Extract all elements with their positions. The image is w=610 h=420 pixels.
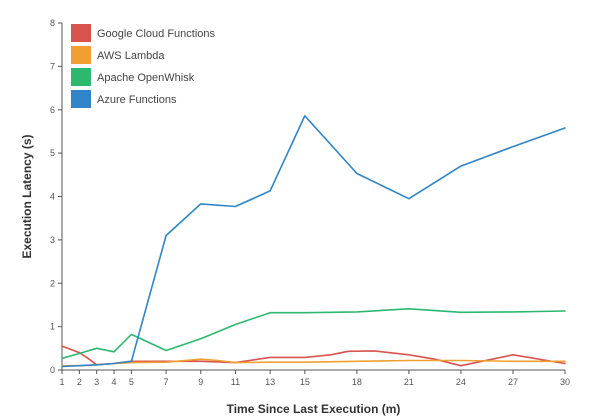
x-tick-label: 27 xyxy=(508,377,518,387)
series-line-2 xyxy=(61,308,566,360)
y-tick-label: 1 xyxy=(50,322,55,332)
y-tick-label: 6 xyxy=(50,105,55,115)
x-tick-label: 13 xyxy=(265,377,275,387)
y-tick-label: 8 xyxy=(50,18,55,28)
x-tick-label: 11 xyxy=(231,377,240,387)
y-tick-label: 3 xyxy=(50,235,55,245)
series-line-3 xyxy=(61,115,566,368)
legend-swatch xyxy=(71,24,91,42)
x-axis-ticks: 1 2 3 4 5 7 9 11 13 15 18 21 24 27 30 xyxy=(59,370,570,387)
y-tick-label: 7 xyxy=(50,61,55,71)
y-tick-label: 2 xyxy=(50,278,55,288)
legend-swatch xyxy=(71,46,91,64)
x-tick-label: 21 xyxy=(404,377,414,387)
x-tick-label: 5 xyxy=(129,377,134,387)
x-tick-label: 9 xyxy=(198,377,203,387)
legend-swatch xyxy=(71,90,91,108)
x-tick-label: 1 xyxy=(59,377,64,387)
y-axis-title: Execution Latency (s) xyxy=(20,134,34,258)
series-layer xyxy=(61,115,566,368)
x-tick-label: 7 xyxy=(164,377,169,387)
y-tick-label: 4 xyxy=(50,192,55,202)
x-tick-label: 4 xyxy=(112,377,117,387)
series-line-1 xyxy=(61,358,566,367)
legend-label: Apache OpenWhisk xyxy=(97,72,195,84)
legend-swatch xyxy=(71,68,91,86)
legend-label: AWS Lambda xyxy=(97,50,165,62)
legend-label: Azure Functions xyxy=(97,94,177,106)
legend: Google Cloud Functions AWS Lambda Apache O… xyxy=(71,24,216,108)
y-tick-label: 5 xyxy=(50,148,55,158)
y-tick-label: 0 xyxy=(50,365,55,375)
x-tick-label: 3 xyxy=(94,377,99,387)
x-tick-label: 30 xyxy=(560,377,570,387)
legend-label: Google Cloud Functions xyxy=(97,28,216,40)
y-axis-ticks: 0 1 2 3 4 5 6 7 8 xyxy=(50,18,62,375)
x-tick-label: 24 xyxy=(456,377,466,387)
x-tick-label: 18 xyxy=(352,377,362,387)
x-tick-label: 15 xyxy=(300,377,310,387)
x-axis-title: Time Since Last Execution (m) xyxy=(227,402,401,416)
x-tick-label: 2 xyxy=(77,377,82,387)
